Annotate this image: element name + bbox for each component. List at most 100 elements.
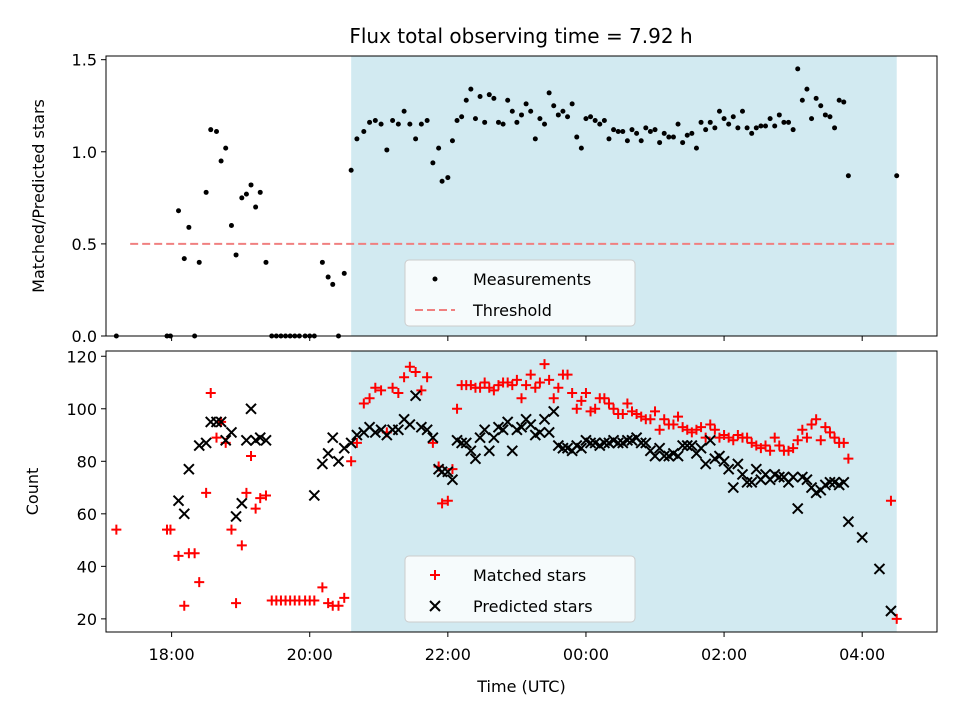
predicted-star-point [722,463,735,475]
predicted-star-point [409,389,422,402]
measurement-point [390,117,396,123]
predicted-star-point [219,434,232,446]
measurement-point [477,94,483,100]
matched-star-point [797,424,808,435]
y-tick-label: 80 [77,452,97,471]
measurement-point [263,259,269,265]
matched-star-point [346,456,357,467]
predicted-star-point [506,445,518,457]
measurement-point [735,125,741,131]
measurement-point [799,97,805,103]
measurement-point [472,116,478,122]
measurement-point [615,129,621,135]
measurement-point [565,114,571,120]
x-tick-label: 22:00 [425,645,471,664]
y-axis-label: Count [23,468,42,516]
measurement-point [703,127,709,133]
measurement-point [827,114,833,120]
matched-star-point [696,422,707,433]
legend-box [404,259,636,327]
matched-star-point [645,414,656,425]
measurement-point [620,129,626,135]
predicted-star-point [801,473,813,486]
predicted-star-point [200,437,212,449]
matched-star-point [590,403,601,414]
predicted-star-point [885,605,897,617]
measurement-point [841,99,847,105]
predicted-star-point [856,531,868,544]
y-tick-label: 0.5 [72,235,97,254]
matched-star-point [437,498,448,509]
x-tick-label: 18:00 [149,645,195,664]
matched-star-point [562,369,573,380]
y-tick-label: 1.5 [72,51,97,70]
matched-star-point [769,432,780,443]
predicted-star-point [478,424,491,436]
predicted-star-point [635,437,647,449]
predicted-star-point [415,421,428,433]
measurement-point [818,103,824,109]
measurement-point [597,121,603,127]
measurement-point [509,108,515,114]
predicted-star-point [727,481,739,494]
x-tick-label: 04:00 [839,645,885,664]
matched-star-point [815,435,826,446]
x-tick-label: 00:00 [563,645,609,664]
measurement-point [532,136,538,142]
matched-star-point [479,377,490,388]
y-tick-label: 60 [77,505,97,524]
matched-star-point [539,359,550,370]
predicted-star-point [534,426,546,439]
matched-star-point [475,382,486,393]
measurement-point [749,130,755,136]
measurement-point [514,119,520,125]
measurement-point [418,121,424,127]
predicted-star-point [538,413,551,425]
plot-frame [105,350,938,633]
measurement-point [491,95,497,101]
predicted-star-point [686,439,698,452]
predicted-star-point [183,463,195,475]
measurement-point [629,127,635,133]
measurement-point [384,147,390,153]
x-tick-label: 02:00 [701,645,747,664]
measurement-point [776,112,782,118]
legend-label: Threshold [472,301,552,320]
predicted-star-point [178,508,190,520]
legend-box [404,555,636,623]
matched-star-point [211,432,222,443]
measurement-point [196,259,202,265]
predicted-star-point [699,458,712,470]
matched-star-point [358,398,369,409]
measurement-point [767,116,773,122]
matched-star-point [788,443,799,454]
measurement-point [657,140,663,146]
measurement-point [449,138,455,144]
measurement-point [588,114,594,120]
matched-star-point [404,361,415,372]
matched-star-point [760,440,771,451]
matched-star-point [792,435,803,446]
matched-star-point [608,403,619,414]
matched-star-point [427,437,438,448]
predicted-star-point [525,418,537,431]
measurement-point [560,108,566,114]
matched-star-point [339,592,350,603]
measurement-point [551,103,557,109]
measurement-point [624,138,630,144]
predicted-star-point [225,426,238,439]
matched-star-point [376,385,387,396]
predicted-star-point [332,455,345,468]
matched-star-point [654,424,665,435]
matched-star-point [173,550,184,561]
predicted-star-point [469,452,482,465]
matched-star-point [422,372,433,383]
matched-star-point [309,595,320,606]
predicted-star-point [497,424,509,436]
matched-star-point [165,524,176,535]
measurement-point [468,86,474,92]
predicted-star-point [612,437,624,449]
predicted-star-point [557,442,569,454]
matched-star-point [603,398,614,409]
matched-star-point [728,435,739,446]
